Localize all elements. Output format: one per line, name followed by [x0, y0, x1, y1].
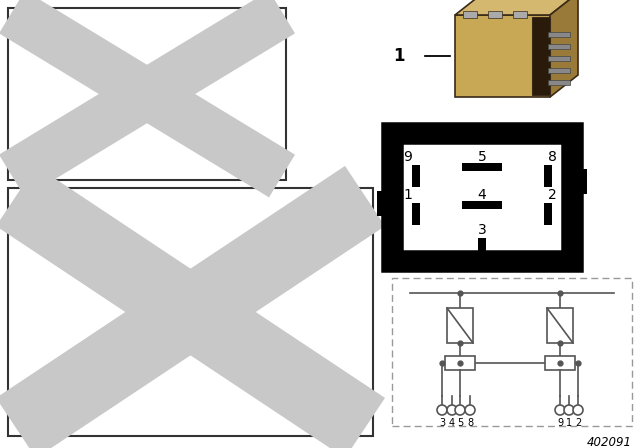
Bar	[532, 17, 550, 95]
Text: 9: 9	[557, 418, 563, 428]
Text: 3: 3	[439, 418, 445, 428]
Bar	[548, 68, 570, 73]
Bar	[548, 32, 570, 37]
Circle shape	[564, 405, 574, 415]
Bar	[8, 8, 286, 180]
Bar	[513, 11, 527, 18]
Bar	[8, 188, 373, 436]
Bar	[462, 202, 502, 209]
Bar	[478, 238, 486, 260]
Bar	[445, 356, 475, 370]
Text: 8: 8	[548, 150, 556, 164]
Circle shape	[455, 405, 465, 415]
Circle shape	[555, 405, 565, 415]
Text: 9: 9	[404, 150, 412, 164]
Bar	[392, 278, 632, 426]
Bar	[572, 169, 587, 194]
Bar	[544, 203, 552, 225]
Text: 8: 8	[467, 418, 473, 428]
Text: 3: 3	[477, 223, 486, 237]
Bar	[412, 203, 420, 225]
Bar	[548, 80, 570, 85]
Text: 5: 5	[477, 150, 486, 164]
Text: 2: 2	[548, 189, 556, 202]
Bar	[392, 133, 572, 261]
Circle shape	[465, 405, 475, 415]
Bar	[447, 308, 473, 343]
Bar	[488, 11, 502, 18]
Bar	[547, 308, 573, 343]
Bar	[544, 165, 552, 187]
Bar	[545, 356, 575, 370]
Text: 2: 2	[575, 418, 581, 428]
Bar	[412, 165, 420, 187]
Circle shape	[573, 405, 583, 415]
Text: 4: 4	[449, 418, 455, 428]
Text: 5: 5	[457, 418, 463, 428]
Circle shape	[447, 405, 457, 415]
Bar	[455, 15, 550, 97]
Bar	[377, 191, 392, 216]
Text: 402091: 402091	[587, 435, 632, 448]
Polygon shape	[455, 0, 578, 15]
Text: 1: 1	[566, 418, 572, 428]
Bar	[462, 163, 502, 171]
Bar	[548, 56, 570, 61]
Text: 1: 1	[404, 189, 412, 202]
Text: 4: 4	[477, 189, 486, 202]
Bar	[463, 11, 477, 18]
Polygon shape	[550, 0, 578, 97]
Bar	[548, 44, 570, 49]
Text: 1: 1	[394, 47, 405, 65]
Circle shape	[437, 405, 447, 415]
